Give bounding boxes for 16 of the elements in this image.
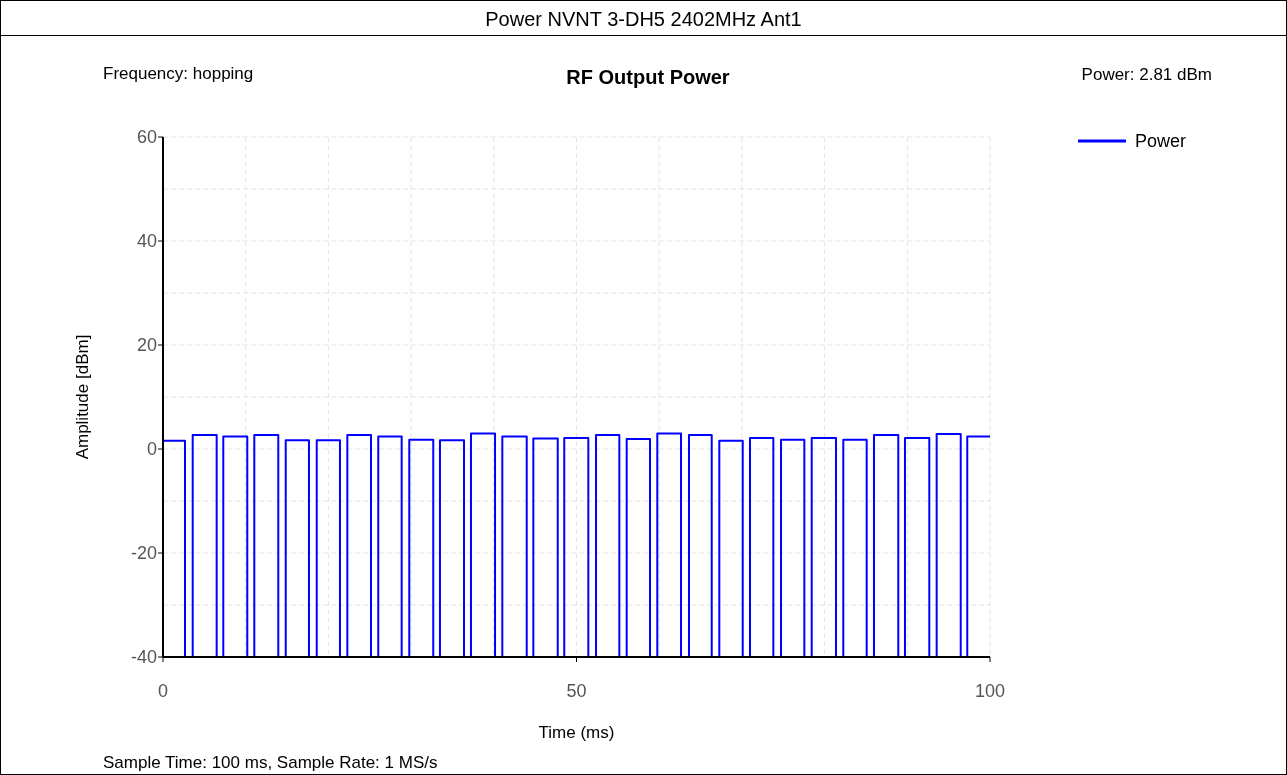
legend-label: Power [1135,131,1187,152]
text: Sample Time: 100 ms, Sample Rate: 1 MS/s [103,753,438,772]
y-axis-title: Amplitude [dBm] [73,334,92,460]
y-tick-label: 0 [146,439,157,460]
y-tick-label: -40 [130,647,157,668]
chart-subtitle: RF Output Power [566,66,730,88]
text: Power: 2.81 dBm [1081,65,1212,84]
y-tick-label: 60 [136,127,157,148]
x-tick-label: 100 [974,681,1006,701]
x-axis-title: Time (ms) [538,723,615,742]
x-tick-label: 50 [566,681,587,701]
text: Frequency: hopping [103,64,254,83]
y-tick-label: 40 [136,231,157,252]
y-tick-label: 20 [136,335,157,356]
chart-title: Power NVNT 3-DH5 2402MHz Ant1 [485,8,802,30]
y-tick-label: -20 [130,543,157,564]
